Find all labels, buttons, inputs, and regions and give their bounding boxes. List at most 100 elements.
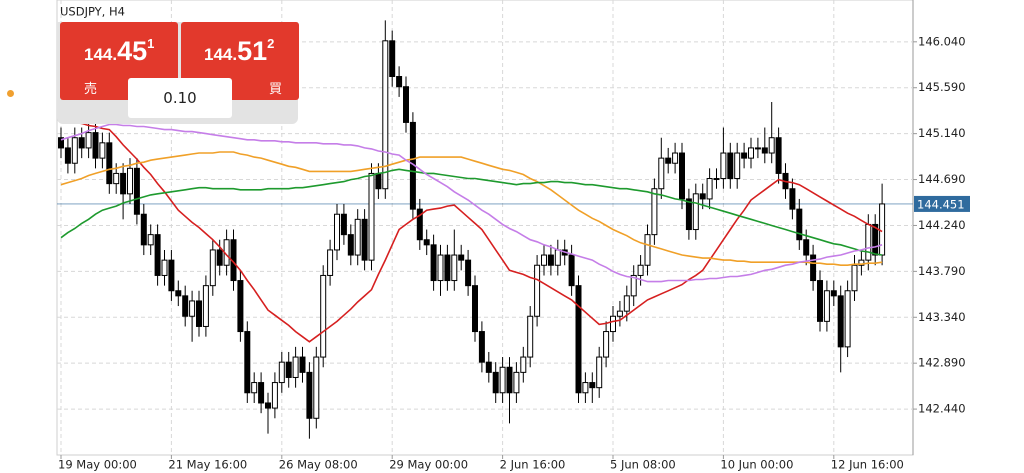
candle-body [658,157,665,190]
candle-body [396,76,403,88]
candle-body [285,361,292,378]
candle-body [603,331,610,358]
candle-body [327,249,334,276]
candle-body [713,178,720,181]
candle-body [844,290,851,348]
candle-body [748,147,754,159]
candle-body [485,361,492,373]
x-tick-label: 29 May 00:00 [389,458,468,472]
candle-body [706,178,713,200]
candle-body [582,382,589,394]
candle-body [692,193,699,231]
candle-body [644,234,651,266]
candle-body [630,274,637,297]
candle-body [451,254,458,282]
candle-body [340,213,347,236]
candle-body [85,132,92,149]
candle-body [596,356,603,389]
candle-body [265,402,271,409]
indicator-line [60,123,883,283]
volume-input[interactable]: 0.10 [128,78,232,118]
candle-body [830,290,837,297]
y-tick-label: 144.690 [918,172,966,186]
candle-body [458,254,465,261]
price-head: 144. [84,45,118,64]
candle-body [437,254,444,282]
price-head: 144. [204,45,238,64]
indicator-line [60,118,883,343]
x-tick-label: 21 May 16:00 [168,458,247,472]
y-tick-label: 145.590 [918,80,966,94]
chart-title: USDJPY, H4 [60,5,125,19]
candle-body [209,249,216,287]
y-tick-label: 142.890 [918,356,966,370]
candle-body [423,239,430,246]
candle-body [547,254,554,266]
candle-body [216,249,223,266]
candle-body [623,295,630,312]
candle-body [292,356,299,378]
candle-body [741,152,748,159]
candle-body [106,142,113,185]
price-big: 45 [117,36,148,66]
price-tail: 2 [267,36,275,51]
candle-body [520,356,527,373]
y-tick-label: 142.440 [918,402,966,416]
candle-body [810,254,817,282]
x-tick-label: 26 May 08:00 [279,458,358,472]
candle-body [665,157,672,164]
buy-label: 買 [269,82,283,97]
candle-body [637,264,644,276]
candle-body [299,356,306,373]
candle-body [258,382,265,404]
candle-body [168,259,175,292]
candle-body [444,254,451,282]
candle-body [92,132,99,159]
indicator-line [60,151,883,266]
candle-body [306,371,313,419]
candle-body [64,147,71,164]
candle-body [320,274,327,358]
candle-body [823,290,830,322]
candle-body [679,152,685,200]
candle-body [837,295,844,348]
candle-body [113,172,120,185]
candle-body [527,315,534,358]
candle-body [761,147,768,154]
candle-body [354,218,361,256]
y-tick-label: 146.040 [918,34,966,48]
candle-body [727,152,734,180]
candle-body [589,382,596,389]
x-tick-label: 19 May 00:00 [58,458,137,472]
candle-body [775,137,782,174]
candle-body [416,208,423,241]
sell-price: 144.451 [84,36,154,67]
candle-body [382,40,389,190]
y-tick-label: 143.340 [918,310,966,324]
candle-body [568,254,575,287]
candle-body [554,249,561,266]
candle-body [313,356,320,419]
candle-body [161,259,168,276]
candle-body [506,366,513,394]
candle-body [403,86,409,123]
candle-body [513,371,520,394]
candle-body [140,213,147,246]
candle-body [78,137,85,149]
candle-body [492,371,499,394]
candle-body [196,300,202,327]
x-tick-label: 2 Jun 16:00 [500,458,566,472]
candle-body [334,213,340,251]
candle-body [147,234,154,246]
candle-body [720,152,727,180]
candle-body [575,285,582,394]
candle-body [651,188,658,236]
indicator-line [60,168,883,256]
candle-body [133,167,140,215]
x-tick-label: 10 Jun 00:00 [720,458,793,472]
candle-body [251,382,258,394]
candle-body [858,259,865,266]
candle-body [244,331,251,394]
